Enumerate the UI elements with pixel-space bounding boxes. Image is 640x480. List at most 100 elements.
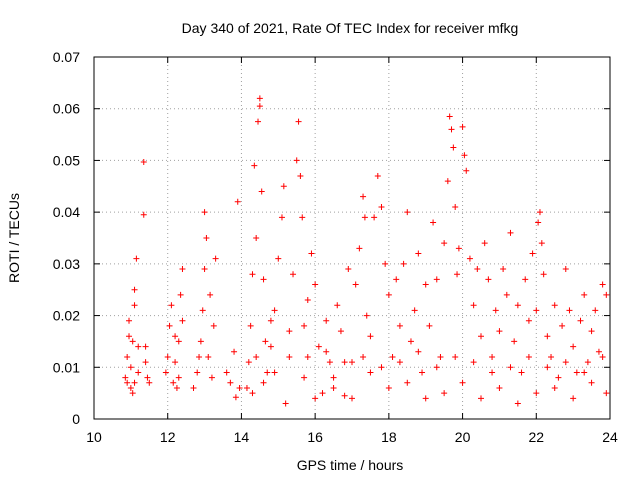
roti-point (196, 353, 203, 360)
roti-point (140, 158, 147, 165)
roti-point (304, 353, 311, 360)
roti-point (478, 395, 484, 402)
roti-point (304, 297, 311, 304)
roti-point (232, 394, 239, 401)
roti-point (349, 395, 355, 402)
roti-point (459, 379, 466, 386)
x-tick-label: 12 (160, 429, 176, 445)
roti-point (573, 369, 580, 376)
roti-point (341, 392, 348, 399)
roti-point (245, 359, 252, 366)
roti-point (301, 322, 308, 329)
roti-point (271, 307, 278, 314)
roti-point (514, 400, 521, 407)
roti-point (341, 359, 348, 366)
roti-point (264, 369, 271, 376)
roti-point (267, 343, 274, 350)
roti-point (253, 353, 260, 360)
y-tick-label: 0.05 (53, 152, 80, 168)
roti-point (319, 390, 326, 397)
roti-point (142, 343, 149, 350)
x-tick-label: 24 (602, 429, 618, 445)
roti-point (280, 183, 287, 190)
roti-point (256, 95, 263, 102)
y-tick-label: 0.03 (53, 256, 80, 272)
roti-point (474, 266, 481, 273)
roti-point (396, 359, 403, 366)
roti-point (470, 302, 477, 309)
roti-point (378, 364, 385, 371)
roti-point (131, 286, 138, 293)
roti-point (489, 353, 496, 360)
roti-point (455, 245, 462, 252)
roti-point (179, 266, 186, 273)
roti-point (286, 328, 293, 335)
roti-point (461, 152, 468, 159)
roti-point (411, 307, 418, 314)
grid-lines (94, 57, 610, 419)
roti-point (503, 291, 510, 298)
roti-point (446, 113, 453, 120)
roti-point (308, 250, 315, 257)
y-tick-label: 0 (72, 411, 80, 427)
roti-point (570, 395, 577, 402)
roti-point (500, 266, 507, 273)
roti-point (234, 198, 241, 205)
roti-point (208, 374, 215, 381)
roti-point (330, 384, 337, 391)
roti-point (190, 384, 197, 391)
roti-point (492, 307, 499, 314)
roti-point (135, 343, 142, 350)
roti-point (389, 353, 396, 360)
roti-point (251, 162, 258, 169)
roti-point (275, 255, 282, 262)
roti-point (142, 359, 149, 366)
roti-point (267, 317, 274, 324)
roti-point (227, 379, 234, 386)
roti-point (433, 364, 440, 371)
roti-point (172, 333, 179, 340)
roti-point (407, 338, 414, 345)
roti-point (278, 214, 285, 221)
roti-point (437, 353, 444, 360)
roti-point (448, 126, 455, 133)
roti-point (345, 266, 352, 273)
axis-ticks: 10 12 14 16 18 20 22 24 0 0.01 0.02 0.03 0.04 0.05 0.0… (53, 49, 618, 445)
roti-point (441, 390, 448, 397)
roti-point (356, 245, 363, 252)
roti-point (393, 276, 400, 283)
roti-point (352, 281, 359, 288)
roti-point (129, 390, 136, 397)
roti-point (271, 369, 278, 376)
roti-point (535, 219, 542, 226)
roti-point (122, 374, 129, 381)
roti-point (452, 203, 459, 210)
chart-title: Day 340 of 2021, Rate Of TEC Index for r… (182, 20, 519, 36)
roti-point (538, 240, 545, 247)
roti-point (337, 328, 344, 335)
roti-point (144, 374, 151, 381)
x-tick-label: 10 (86, 429, 102, 445)
roti-point (581, 369, 588, 376)
roti-point (570, 343, 577, 350)
roti-point (525, 353, 532, 360)
roti-point (507, 364, 514, 371)
roti-point (529, 250, 536, 257)
x-tick-label: 16 (307, 429, 323, 445)
roti-point (295, 118, 302, 125)
roti-point (260, 276, 267, 283)
y-tick-label: 0.02 (53, 308, 80, 324)
roti-point (175, 338, 182, 345)
roti-point (581, 291, 588, 298)
roti-point (312, 395, 319, 402)
roti-point (485, 276, 492, 283)
roti-point (588, 379, 595, 386)
roti-point (454, 271, 461, 278)
roti-point (444, 178, 451, 185)
roti-point (177, 291, 184, 298)
roti-point (496, 384, 503, 391)
roti-point (481, 240, 488, 247)
roti-point (363, 312, 370, 319)
roti-point (260, 379, 267, 386)
roti-point (173, 384, 180, 391)
